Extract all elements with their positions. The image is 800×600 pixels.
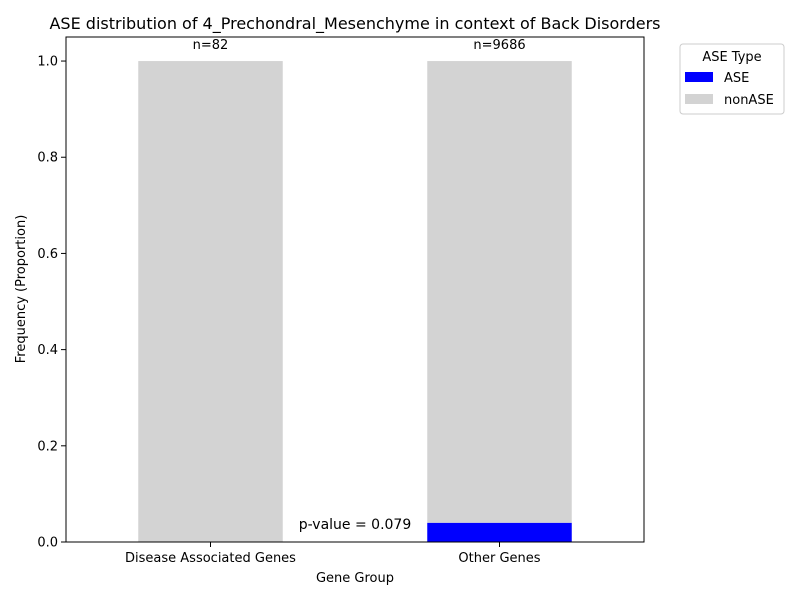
legend-title: ASE Type [702, 50, 761, 65]
y-tick-label: 0.0 [37, 536, 58, 551]
bar-count-label: n=82 [193, 38, 229, 53]
x-axis-label: Gene Group [316, 571, 394, 586]
x-tick-label: Other Genes [458, 551, 540, 566]
legend: ASE Type ASE nonASE [679, 43, 785, 115]
plot-frame [65, 36, 645, 543]
legend-items: ASE nonASE [685, 71, 774, 108]
legend-label-nonase: nonASE [724, 93, 774, 108]
legend-swatch-nonase [685, 94, 713, 104]
bar-nonase-1 [138, 61, 283, 543]
legend-swatch-ase [685, 72, 713, 82]
bar-nonase-2 [427, 61, 572, 523]
y-tick-label: 0.2 [37, 439, 58, 454]
x-tick-label: Disease Associated Genes [125, 551, 296, 566]
y-axis-label: Frequency (Proportion) [14, 215, 29, 364]
p-value-annotation: p-value = 0.079 [299, 517, 412, 533]
bar-ase-2 [427, 522, 572, 542]
y-tick-label: 1.0 [37, 55, 58, 70]
y-tick-label: 0.8 [37, 151, 58, 166]
plot-area: n=82 n=9686 [138, 38, 572, 543]
chart-title: ASE distribution of 4_Prechondral_Mesenc… [49, 14, 660, 34]
legend-label-ase: ASE [724, 71, 749, 86]
y-tick-label: 0.4 [37, 343, 58, 358]
y-tick-label: 0.6 [37, 247, 58, 262]
y-axis: 0.0 0.2 0.4 0.6 0.8 1.0 [37, 55, 66, 551]
bar-count-label: n=9686 [473, 38, 525, 53]
x-axis: Disease Associated Genes Other Genes [125, 542, 541, 566]
